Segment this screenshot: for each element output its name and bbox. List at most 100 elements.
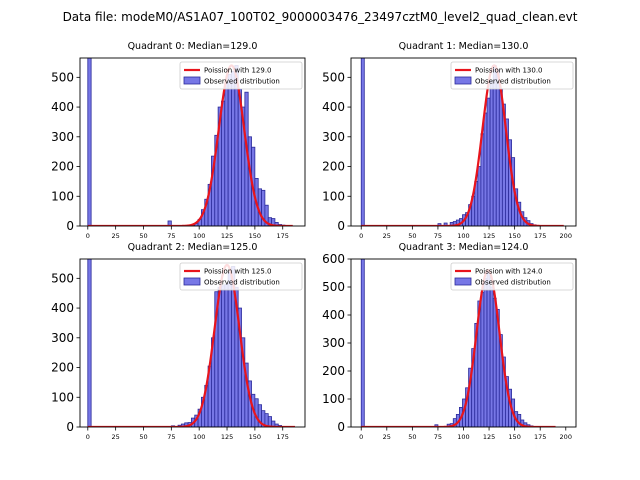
quadrant-1-ytick-label-4: 400 [322,100,345,114]
quadrant-3-xtick-label-2: 50 [408,433,416,441]
quadrant-0-fit-line [87,64,294,226]
quadrant-1-xtick-label-7: 175 [534,232,546,240]
quadrant-0-xtick-label-2: 50 [139,232,147,240]
quadrant-2-legend: Poission with 125.0 Observed distributio… [179,262,303,291]
quadrant-1-xtick-label-0: 0 [359,232,363,240]
quadrant-2-xtick-label-1: 25 [112,433,120,441]
quadrant-1-xtick-label-1: 25 [383,232,391,240]
quadrant-0-legend: Poission with 129.0 Observed distributio… [179,61,303,90]
quadrant-3-ytick-label-5: 500 [322,280,345,294]
quadrant-1-bar-18 [495,69,500,226]
quadrant-0-legend-box [179,61,303,90]
quadrant-2-panel: 0 25 50 75 100 125 150 175 0 100 200 300 400 500 Pois… [51,242,306,441]
quadrant-0-ytick-label-5: 500 [51,70,74,84]
quadrant-3-xtick-label-0: 0 [359,433,363,441]
quadrant-1-xtick-label-5: 125 [483,232,495,240]
quadrant-1-xtick-label-3: 75 [434,232,442,240]
quadrant-0-xtick-label-4: 100 [193,232,205,240]
quadrant-2-axes-frame [79,258,306,428]
quadrant-0-panel: 0 25 50 75 100 125 150 175 0 100 200 300 400 500 Pois… [51,41,306,240]
quadrant-3-xtick-label-5: 125 [483,433,495,441]
quadrant-0-title: Quadrant 0: Median=129.0 [128,41,258,52]
quadrant-0-bar-24 [264,204,269,226]
quadrant-2-axes: 0 25 50 75 100 125 150 175 0 100 200 300 400 500 [51,258,306,441]
quadrant-2-ytick-label-3: 300 [51,331,74,345]
quadrant-2-legend-bar-swatch [183,277,201,286]
quadrant-3-bar-14 [483,278,488,427]
quadrant-1-axes: 0 25 50 75 100 125 150 175 200 0 100 200 300 400 500 [322,57,577,240]
quadrant-2-legend-observed-label: Observed distribution [204,279,280,287]
quadrant-3-bar-17 [492,297,497,427]
quadrant-0-ytick-label-1: 100 [51,189,74,203]
quadrant-3-title: Quadrant 3: Median=124.0 [399,242,529,253]
quadrant-0-xtick-label-7: 175 [277,232,289,240]
quadrant-2-xtick-label-0: 0 [86,433,90,441]
quadrant-0-bar-13 [227,73,232,226]
quadrant-1-xtick-label-8: 200 [560,232,572,240]
quadrant-0-xtick-label-1: 25 [112,232,120,240]
quadrant-2-xtick-label-4: 100 [193,433,205,441]
quadrant-3-ytick-label-2: 200 [322,364,345,378]
quadrant-2-legend-box [179,262,303,291]
quadrant-3-xtick-label-6: 150 [508,433,520,441]
quadrant-3-fit-line [360,269,557,427]
quadrant-1-bar-16 [489,79,494,226]
quadrant-2-xtick-label-2: 50 [139,433,147,441]
quadrant-1-bar-0 [360,58,365,226]
quadrant-2-title: Quadrant 2: Median=125.0 [128,242,258,253]
quadrant-0-xtick-label-0: 0 [86,232,90,240]
quadrant-1-title: Quadrant 1: Median=130.0 [399,41,529,52]
quadrant-2-bar-0 [87,259,92,427]
quadrant-0-bar-14 [231,70,236,226]
quadrant-1-ytick-label-5: 500 [322,70,345,84]
quadrant-2-ytick-label-1: 100 [51,390,74,404]
quadrant-1-panel: 0 25 50 75 100 125 150 175 200 0 100 200 300 400 500 P… [322,41,577,240]
quadrant-2-xtick-label-5: 125 [221,433,233,441]
quadrant-3-xtick-label-3: 75 [434,433,442,441]
quadrant-3-legend: Poission with 124.0 Observed distributio… [450,262,574,291]
quadrant-1-bar-19 [498,88,503,226]
quadrant-1-fit-line [360,64,565,226]
quadrant-3-ytick-label-3: 300 [322,336,345,350]
quadrant-1-bars [360,58,543,226]
quadrant-0-legend-fit-label: Poission with 129.0 [204,67,272,75]
quadrant-1-xtick-label-6: 150 [508,232,520,240]
quadrant-2-xtick-label-6: 150 [249,433,261,441]
quadrant-3-legend-observed-label: Observed distribution [475,279,551,287]
quadrant-2-bar-17 [227,271,232,427]
quadrant-0-xtick-label-6: 150 [249,232,261,240]
quadrant-1-ytick-label-2: 200 [322,160,345,174]
quadrant-0-legend-observed-label: Observed distribution [204,78,280,86]
quadrant-2-ytick-label-5: 500 [51,271,74,285]
quadrant-1-legend-fit-label: Poission with 130.0 [475,67,543,75]
quadrant-0-ytick-label-3: 300 [51,130,74,144]
quadrant-1-fit-curve [360,64,565,226]
quadrant-1-legend-bar-swatch [454,76,472,85]
quadrant-2-ytick-label-2: 200 [51,361,74,375]
quadrant-3-axes: 0 25 50 75 100 125 150 175 200 0 100 200 300 400 500 60… [322,252,577,441]
quadrant-2-xtick-label-7: 175 [277,433,289,441]
quadrant-3-legend-box [450,262,574,291]
quadrant-0-bar-12 [224,82,229,226]
quadrant-2-ytick-label-4: 400 [51,301,74,315]
quadrant-3-ytick-label-4: 400 [322,308,345,322]
quadrant-1-legend: Poission with 130.0 Observed distributio… [450,61,574,90]
quadrant-3-bar-15 [486,269,491,427]
quadrant-3-xtick-label-1: 25 [383,433,391,441]
quadrant-0-axes-frame [79,57,306,227]
quadrant-2-bar-14 [217,286,222,427]
quadrant-1-bar-12 [477,166,482,226]
quadrant-3-panel: 0 25 50 75 100 125 150 175 200 0 100 200 300 400 500 60… [322,242,577,441]
quadrant-0-fit-curve [87,64,294,226]
quadrant-0-xtick-label-3: 75 [167,232,175,240]
quadrant-3-bar-16 [489,286,494,427]
quadrant-0-axes: 0 25 50 75 100 125 150 175 0 100 200 300 400 500 [51,57,306,240]
quadrant-3-ytick-label-6: 600 [322,252,345,266]
quadrant-0-ytick-label-0: 0 [66,219,74,233]
quadrant-3-xtick-label-7: 175 [534,433,546,441]
quadrant-0-xtick-label-5: 125 [221,232,233,240]
quadrant-3-legend-bar-swatch [454,277,472,286]
quadrant-3-ytick-label-0: 0 [337,420,345,434]
quadrant-3-bar-0 [360,259,365,427]
